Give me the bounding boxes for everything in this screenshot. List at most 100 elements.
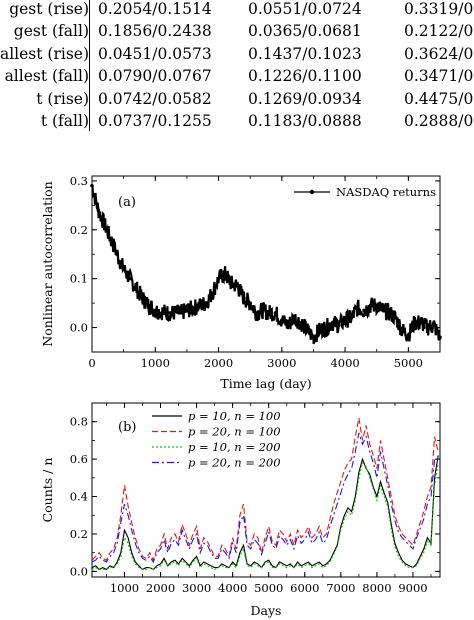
- y-tick-label: 0.0: [70, 321, 88, 335]
- data-point: [343, 318, 347, 323]
- data-point: [299, 320, 303, 325]
- x-tick-label: 0: [88, 356, 95, 370]
- data-point: [102, 223, 107, 227]
- panel-label: (b): [118, 420, 136, 435]
- data-point: [431, 323, 436, 327]
- data-point: [438, 335, 442, 340]
- data-point: [204, 301, 208, 305]
- y-tick-label: 0.2: [70, 223, 88, 237]
- x-tick-label: 6000: [290, 581, 319, 595]
- data-point: [235, 284, 240, 288]
- x-tick-label: 5000: [254, 581, 283, 595]
- data-point: [400, 328, 404, 332]
- data-point: [140, 296, 145, 301]
- table-cell: 0.2122/0: [404, 22, 474, 40]
- table-cell: 0.1226/0.1100: [248, 67, 362, 85]
- data-point: [355, 306, 360, 310]
- table-cell: 0.3624/0: [404, 45, 474, 63]
- legend-marker: [309, 189, 315, 195]
- table-row-label: gest (rise): [9, 0, 89, 18]
- data-point: [210, 291, 215, 296]
- data-point: [267, 311, 271, 315]
- data-point: [336, 323, 341, 327]
- plot-frame: [91, 175, 441, 353]
- data-point: [178, 311, 183, 315]
- legend-label: p = 10, n = 100: [188, 409, 281, 423]
- table-row-label: allest (fall): [4, 67, 89, 85]
- data-point: [425, 325, 430, 330]
- legend-label: p = 10, n = 200: [188, 440, 281, 454]
- table-cell: 0.1269/0.0934: [248, 90, 362, 108]
- legend-label: p = 20, n = 200: [188, 456, 281, 470]
- data-point: [387, 311, 392, 315]
- x-tick-label: 8000: [362, 581, 391, 595]
- y-tick-label: 0.3: [70, 174, 88, 188]
- data-point: [280, 318, 284, 323]
- x-tick-label: 4000: [330, 356, 359, 370]
- table-cell: 0.3319/0: [404, 0, 474, 18]
- table-cell: 0.1856/0.2438: [98, 22, 212, 40]
- data-point: [311, 335, 316, 340]
- data-point: [96, 208, 101, 213]
- plot-frame: [91, 402, 441, 578]
- y-tick-label: 0.1: [70, 272, 88, 286]
- data-point: [305, 328, 309, 332]
- data-point: [147, 303, 151, 308]
- legend-label: NASDAQ returns: [336, 185, 436, 199]
- data-point: [381, 308, 385, 313]
- data-point: [191, 306, 196, 310]
- data-point: [90, 183, 94, 188]
- series-line-3: [91, 461, 439, 571]
- data-point: [292, 315, 297, 320]
- data-point: [406, 333, 411, 337]
- x-axis-label: Time lag (day): [220, 376, 311, 391]
- x-tick-label: 3000: [182, 581, 211, 595]
- data-point: [317, 328, 322, 332]
- y-axis-label: Nonlinear autocorrelation: [40, 181, 55, 346]
- table-cell: 0.0365/0.0681: [248, 22, 362, 40]
- data-point: [128, 276, 132, 281]
- data-point: [134, 286, 139, 291]
- data-point: [216, 276, 221, 281]
- legend-label: p = 20, n = 100: [188, 425, 281, 439]
- table-row-label: t (rise): [36, 90, 89, 108]
- data-point: [349, 315, 354, 320]
- y-tick-label: 0.2: [70, 527, 88, 541]
- data-point: [248, 301, 252, 305]
- data-point: [419, 320, 423, 325]
- data-point: [229, 281, 233, 286]
- x-tick-label: 1000: [141, 356, 170, 370]
- data-point: [115, 252, 120, 257]
- data-point: [412, 320, 417, 325]
- y-tick-label: 0.6: [70, 452, 88, 466]
- y-tick-label: 0.4: [70, 490, 88, 504]
- data-point: [261, 308, 265, 313]
- data-point: [121, 267, 126, 271]
- data-point: [324, 325, 328, 330]
- x-tick-label: 4000: [218, 581, 247, 595]
- table-row-label: allest (rise): [0, 45, 89, 63]
- y-axis-label: Counts / n: [40, 458, 55, 523]
- table-cell: 0.0737/0.1255: [98, 112, 212, 130]
- data-point: [109, 237, 113, 242]
- x-axis-label: Days: [251, 603, 282, 618]
- data-point: [393, 315, 398, 320]
- y-tick-label: 0.8: [70, 415, 88, 429]
- data-point: [374, 303, 379, 308]
- table-cell: 0.2888/0: [404, 112, 474, 130]
- table-row-label: t (fall): [40, 112, 89, 130]
- series-line-1: [91, 455, 439, 571]
- data-point: [153, 308, 158, 313]
- table-cell: 0.1183/0.0888: [248, 112, 362, 130]
- table-cell: 0.0451/0.0573: [98, 45, 212, 63]
- data-point: [362, 308, 366, 313]
- data-point: [254, 311, 259, 315]
- series-line-2: [91, 417, 439, 562]
- table-cell: 0.0551/0.0724: [248, 0, 362, 18]
- data-point: [330, 320, 335, 325]
- x-tick-label: 1000: [110, 581, 139, 595]
- data-point: [223, 271, 227, 276]
- y-tick-label: 0.0: [70, 564, 88, 578]
